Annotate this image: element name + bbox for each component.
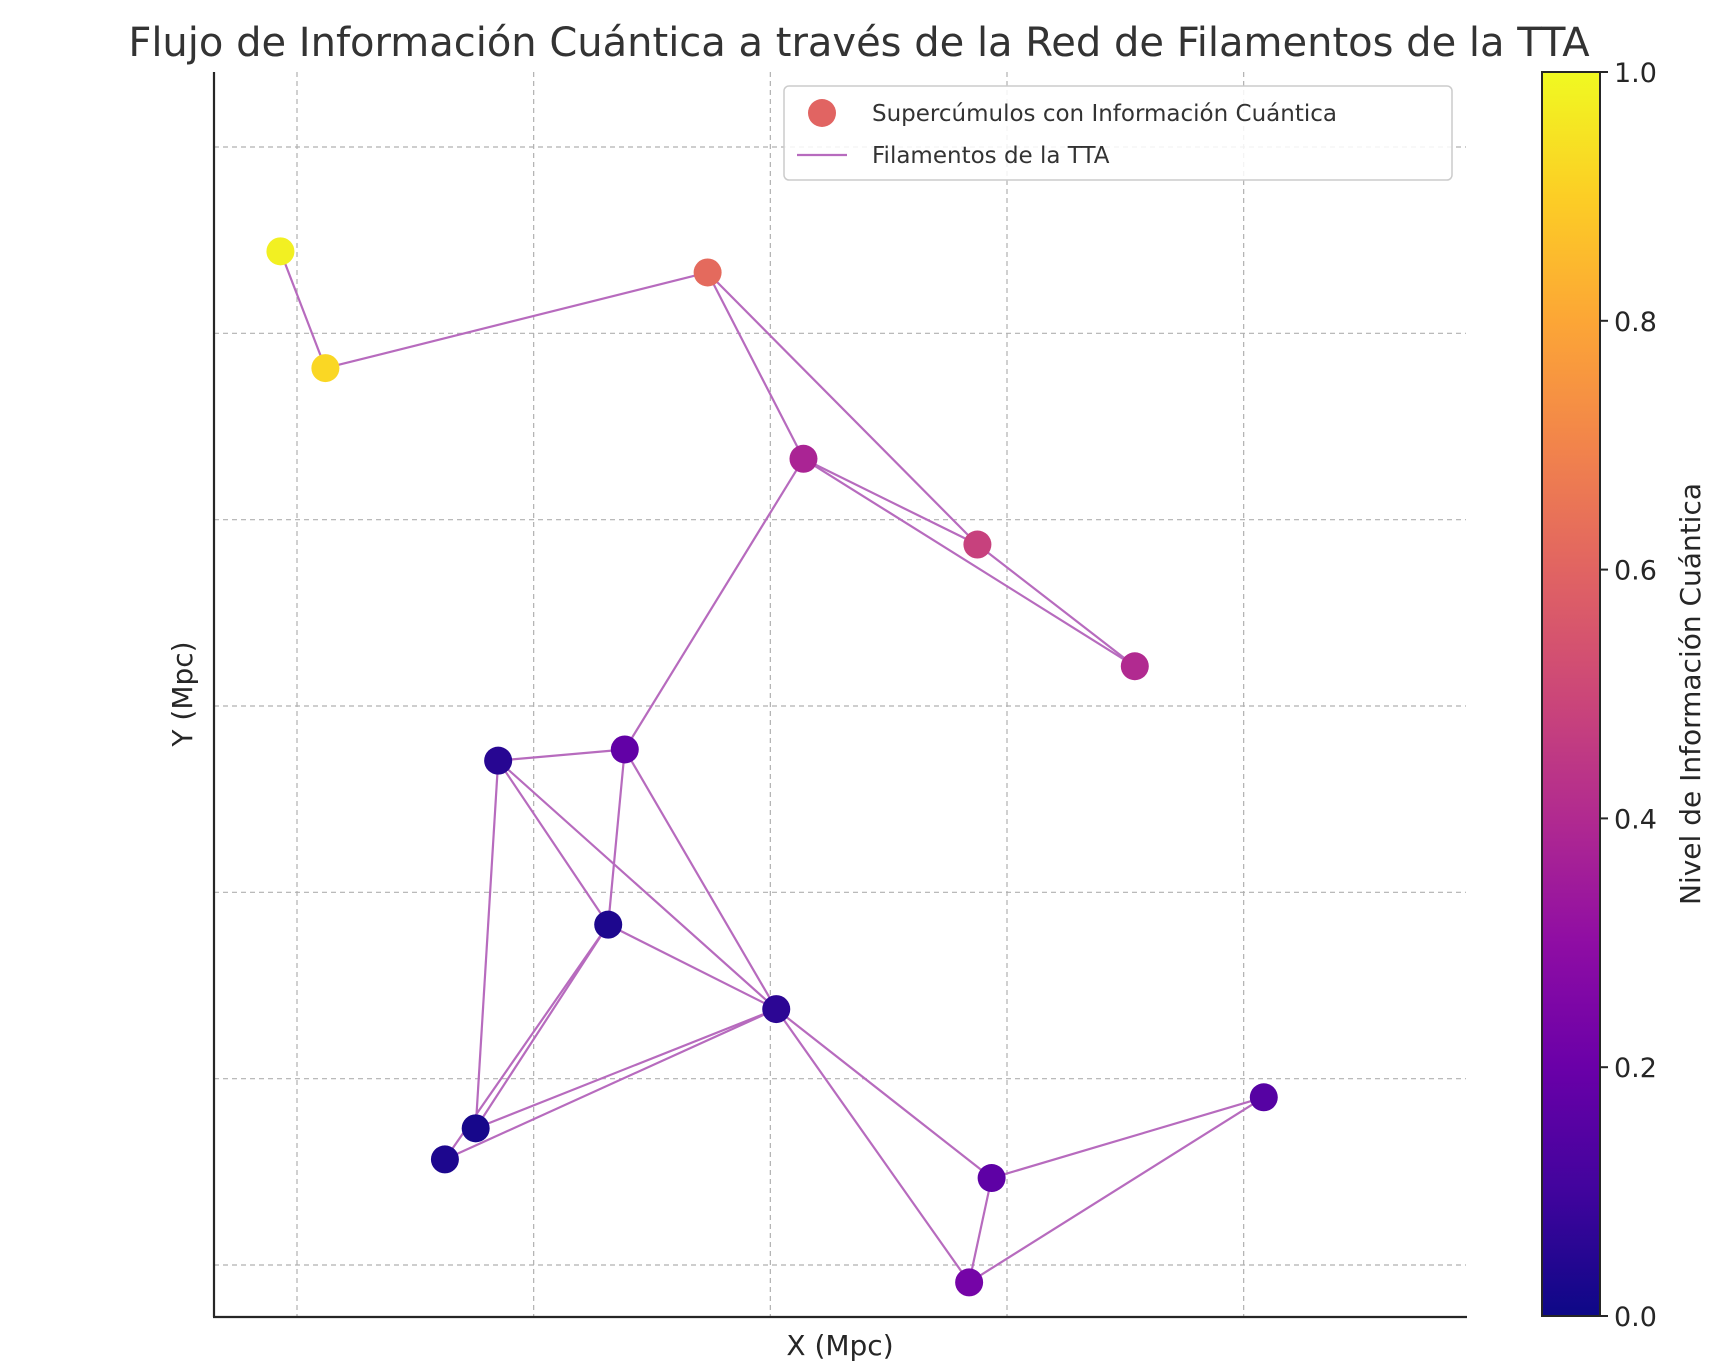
filament-line bbox=[991, 1096, 1265, 1180]
filament-line bbox=[444, 1008, 777, 1161]
colorbar-tick-label: 0.8 bbox=[1614, 307, 1657, 338]
chart-title: Flujo de Información Cuántica a través d… bbox=[128, 20, 1590, 66]
filament-line bbox=[498, 748, 625, 762]
colorbar: 0.0 0.2 0.4 0.6 0.8 1.0 Nivel de Información … bbox=[1541, 58, 1707, 1333]
filament-line bbox=[607, 749, 626, 925]
points-layer bbox=[266, 237, 1278, 1297]
supercluster-point bbox=[610, 735, 639, 764]
colorbar-tick-label: 1.0 bbox=[1614, 58, 1657, 89]
supercluster-point bbox=[311, 354, 340, 383]
colorbar-tick-label: 0.4 bbox=[1614, 804, 1657, 835]
supercluster-point bbox=[693, 258, 722, 287]
filament-line bbox=[475, 1008, 777, 1130]
filament-line bbox=[775, 1008, 971, 1284]
supercluster-point bbox=[461, 1114, 490, 1143]
supercluster-point bbox=[1249, 1083, 1278, 1112]
y-axis-label: Y (Mpc) bbox=[166, 641, 199, 747]
filament-line bbox=[706, 271, 805, 460]
colorbar-tick-label: 0.0 bbox=[1614, 1302, 1657, 1333]
filament-line bbox=[497, 759, 777, 1010]
filament-line bbox=[474, 760, 500, 1129]
supercluster-point bbox=[594, 910, 623, 939]
supercluster-point bbox=[430, 1145, 459, 1174]
filament-line bbox=[325, 271, 708, 370]
filament-line bbox=[968, 1096, 1265, 1284]
x-axis-label: X (Mpc) bbox=[786, 1329, 893, 1362]
filament-line bbox=[623, 458, 805, 751]
legend-marker-supercumulos bbox=[808, 99, 836, 127]
filament-line bbox=[802, 457, 978, 546]
legend: Supercúmulos con Información Cuántica Fi… bbox=[783, 85, 1453, 181]
legend-label-filamentos: Filamentos de la TTA bbox=[872, 143, 1110, 169]
filament-line bbox=[976, 543, 1136, 668]
filament-line bbox=[802, 457, 1136, 668]
colorbar-gradient bbox=[1541, 71, 1601, 1317]
filaments-layer bbox=[279, 250, 1265, 1284]
filament-line bbox=[279, 250, 327, 369]
supercluster-point bbox=[266, 237, 295, 266]
colorbar-tick-label: 0.6 bbox=[1614, 556, 1657, 587]
supercluster-point bbox=[955, 1268, 984, 1297]
legend-box bbox=[783, 85, 1453, 181]
filament-line bbox=[968, 1177, 993, 1283]
colorbar-tick-label: 0.2 bbox=[1614, 1053, 1657, 1084]
supercluster-point bbox=[1120, 652, 1149, 681]
filament-line bbox=[474, 924, 610, 1129]
filament-line bbox=[607, 923, 777, 1011]
filament-line bbox=[706, 271, 979, 546]
filament-line bbox=[497, 760, 610, 926]
supercluster-point bbox=[484, 746, 513, 775]
supercluster-point bbox=[762, 995, 791, 1024]
legend-label-supercumulos: Supercúmulos con Información Cuántica bbox=[872, 101, 1337, 127]
supercluster-point bbox=[963, 530, 992, 559]
supercluster-point bbox=[977, 1164, 1006, 1193]
filament-line bbox=[623, 748, 778, 1010]
filament-line bbox=[775, 1008, 993, 1179]
colorbar-ticks: 0.0 0.2 0.4 0.6 0.8 1.0 bbox=[1600, 58, 1657, 1333]
grid bbox=[214, 72, 1466, 1317]
supercluster-point bbox=[789, 444, 818, 473]
colorbar-label: Nivel de Información Cuántica bbox=[1674, 483, 1707, 905]
